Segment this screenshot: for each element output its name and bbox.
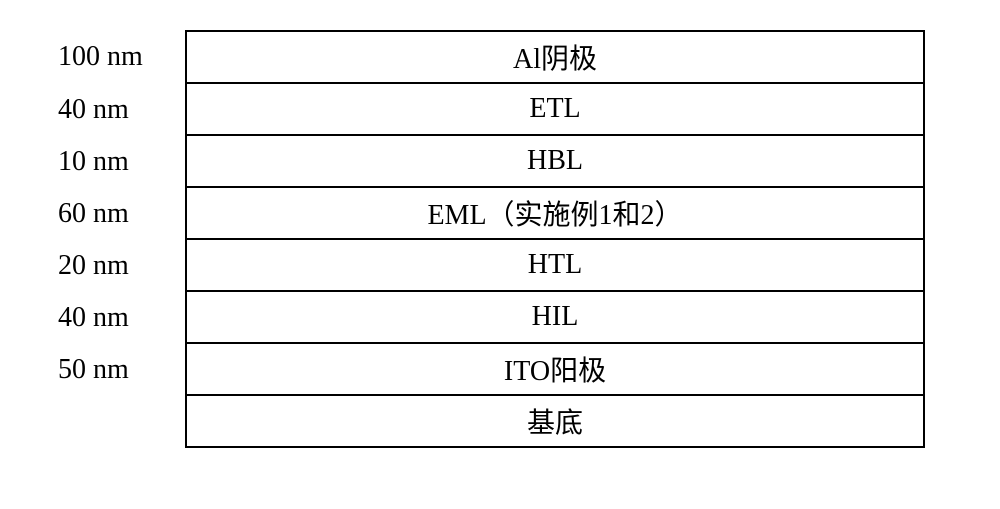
- layer-row: 40 nm ETL: [0, 84, 1000, 136]
- layer-row: 10 nm HBL: [0, 136, 1000, 188]
- thickness-label: 20 nm: [0, 250, 185, 282]
- layer-cell: HIL: [185, 290, 925, 344]
- layer-cell: Al阴极: [185, 30, 925, 84]
- thickness-label: 100 nm: [0, 41, 185, 73]
- layer-stack: 100 nm Al阴极 40 nm ETL 10 nm HBL 60 nm EM…: [0, 30, 1000, 448]
- layer-cell: 基底: [185, 394, 925, 448]
- layer-cell: ETL: [185, 82, 925, 136]
- oled-layer-diagram: 100 nm Al阴极 40 nm ETL 10 nm HBL 60 nm EM…: [0, 0, 1000, 509]
- layer-row: 基底: [0, 396, 1000, 448]
- thickness-label: 40 nm: [0, 94, 185, 126]
- thickness-label: 60 nm: [0, 198, 185, 230]
- layer-cell: ITO阳极: [185, 342, 925, 396]
- layer-row: 20 nm HTL: [0, 240, 1000, 292]
- layer-cell: EML（实施例1和2）: [185, 186, 925, 240]
- layer-row: 60 nm EML（实施例1和2）: [0, 188, 1000, 240]
- thickness-label: 10 nm: [0, 146, 185, 178]
- thickness-label: 50 nm: [0, 354, 185, 386]
- layer-row: 100 nm Al阴极: [0, 30, 1000, 84]
- thickness-label: 40 nm: [0, 302, 185, 334]
- layer-cell: HTL: [185, 238, 925, 292]
- layer-cell: HBL: [185, 134, 925, 188]
- layer-row: 50 nm ITO阳极: [0, 344, 1000, 396]
- layer-row: 40 nm HIL: [0, 292, 1000, 344]
